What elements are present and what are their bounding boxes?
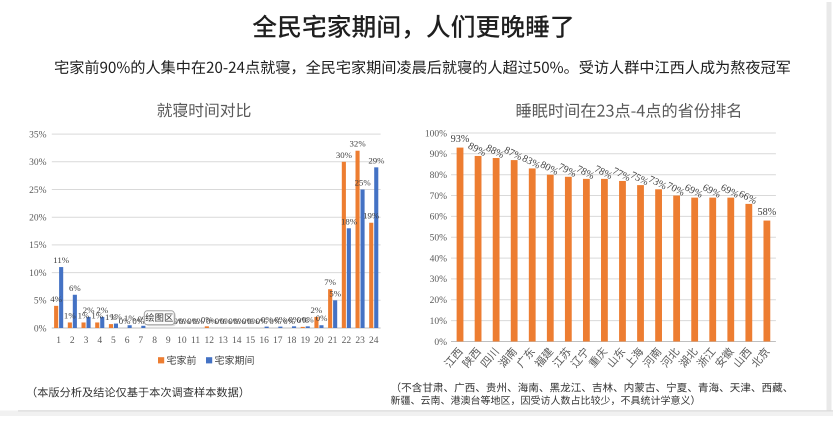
svg-text:90%: 90% [430, 150, 448, 160]
svg-text:4%: 4% [50, 294, 62, 304]
svg-text:8: 8 [152, 336, 157, 346]
svg-text:2: 2 [70, 336, 75, 346]
svg-text:0%: 0% [132, 316, 144, 326]
svg-text:0%: 0% [119, 316, 131, 326]
svg-text:0%: 0% [434, 338, 447, 348]
svg-text:15: 15 [246, 336, 256, 346]
svg-text:4: 4 [97, 336, 102, 346]
svg-text:20: 20 [314, 336, 324, 346]
svg-text:5%: 5% [329, 288, 341, 298]
svg-text:10: 10 [177, 336, 187, 346]
svg-text:25%: 25% [355, 178, 372, 188]
svg-text:0%: 0% [201, 314, 213, 324]
svg-text:70%: 70% [430, 192, 448, 202]
svg-text:13: 13 [218, 336, 228, 346]
svg-text:0%: 0% [316, 313, 328, 323]
svg-text:0%: 0% [269, 316, 281, 326]
svg-text:22: 22 [342, 336, 352, 346]
svg-text:1%: 1% [110, 312, 122, 322]
svg-text:14: 14 [232, 336, 242, 346]
svg-text:1%: 1% [78, 311, 90, 321]
svg-text:20%: 20% [430, 296, 448, 306]
svg-text:16: 16 [259, 336, 269, 346]
svg-text:15%: 15% [29, 241, 47, 251]
svg-text:18: 18 [287, 336, 297, 346]
svg-text:60%: 60% [430, 213, 448, 223]
svg-text:7: 7 [138, 336, 143, 346]
svg-text:0%: 0% [247, 316, 259, 326]
svg-text:80%: 80% [430, 171, 448, 181]
svg-text:0%: 0% [220, 316, 232, 326]
svg-text:0%: 0% [34, 324, 47, 334]
svg-text:11%: 11% [53, 255, 69, 265]
svg-text:0%: 0% [283, 316, 295, 326]
svg-text:25%: 25% [29, 186, 47, 196]
svg-text:1%: 1% [91, 311, 103, 321]
svg-text:0%: 0% [179, 316, 191, 326]
svg-text:7%: 7% [324, 277, 336, 287]
svg-text:0%: 0% [261, 315, 273, 325]
svg-text:2%: 2% [96, 305, 108, 315]
svg-text:0%: 0% [297, 315, 309, 325]
svg-text:2%: 2% [311, 305, 323, 315]
svg-text:5%: 5% [34, 297, 47, 307]
svg-text:0%: 0% [206, 316, 218, 326]
svg-text:2%: 2% [83, 305, 95, 315]
svg-text:40%: 40% [430, 254, 448, 264]
svg-text:10%: 10% [29, 269, 47, 279]
svg-text:100%: 100% [425, 129, 447, 139]
svg-text:0%: 0% [215, 316, 227, 326]
svg-text:0%: 0% [288, 314, 300, 324]
svg-text:10%: 10% [430, 317, 448, 327]
svg-text:30%: 30% [430, 275, 448, 285]
svg-text:30%: 30% [29, 158, 47, 168]
svg-text:0%: 0% [242, 316, 254, 326]
svg-text:29%: 29% [368, 155, 385, 165]
svg-text:0%: 0% [275, 315, 287, 325]
svg-text:6%: 6% [69, 283, 81, 293]
svg-text:0%: 0% [174, 316, 186, 326]
svg-text:30%: 30% [336, 150, 353, 160]
svg-text:0%: 0% [233, 316, 245, 326]
svg-text:0%: 0% [138, 314, 150, 324]
svg-text:12: 12 [205, 336, 215, 346]
svg-text:9: 9 [166, 336, 171, 346]
svg-text:0%: 0% [256, 316, 268, 326]
svg-text:21: 21 [328, 336, 338, 346]
svg-text:1%: 1% [105, 312, 117, 322]
svg-text:6: 6 [125, 336, 130, 346]
svg-text:58%: 58% [758, 207, 777, 218]
svg-text:20%: 20% [29, 214, 47, 224]
svg-text:93%: 93% [451, 134, 470, 145]
svg-text:1: 1 [56, 336, 61, 346]
svg-text:3: 3 [84, 336, 89, 346]
svg-text:18%: 18% [341, 216, 358, 226]
svg-text:35%: 35% [29, 130, 47, 140]
svg-text:11: 11 [191, 336, 200, 346]
svg-text:0%: 0% [187, 316, 199, 326]
svg-text:1%: 1% [64, 311, 76, 321]
svg-text:0%: 0% [228, 316, 240, 326]
svg-text:1%: 1% [124, 313, 136, 323]
svg-text:24: 24 [369, 336, 379, 346]
svg-text:19: 19 [300, 336, 310, 346]
svg-text:23: 23 [355, 336, 365, 346]
svg-text:19%: 19% [363, 211, 380, 221]
svg-text:50%: 50% [430, 234, 448, 244]
svg-text:0%: 0% [302, 314, 314, 324]
svg-text:5: 5 [111, 336, 116, 346]
svg-text:0%: 0% [192, 316, 204, 326]
svg-text:17: 17 [273, 336, 283, 346]
svg-text:32%: 32% [350, 139, 367, 149]
